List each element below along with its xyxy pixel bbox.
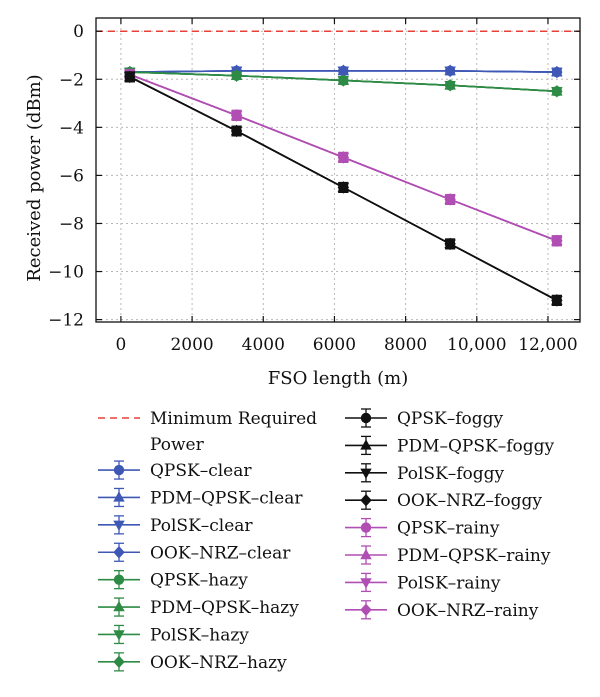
legend-item: OOK–NRZ–clear xyxy=(98,542,291,563)
legend-label: Power xyxy=(150,435,205,455)
legend-marker xyxy=(113,600,125,612)
legend-marker xyxy=(113,574,125,585)
legend-label: PolSK–clear xyxy=(150,516,253,536)
legend-marker xyxy=(360,522,372,533)
legend-item: QPSK–foggy xyxy=(345,408,504,429)
legend-item: PolSK–rainy xyxy=(345,572,501,593)
legend-marker xyxy=(360,412,372,424)
legend-label: QPSK–clear xyxy=(150,461,252,481)
data-point xyxy=(337,181,350,194)
legend-label: PDM–QPSK–clear xyxy=(150,488,303,508)
legend-marker xyxy=(113,464,125,476)
legend-item: PolSK–clear xyxy=(98,515,253,536)
legend-label: OOK–NRZ–hazy xyxy=(150,653,287,673)
grid xyxy=(96,18,580,322)
legend-label: PolSK–foggy xyxy=(397,464,505,484)
data-point xyxy=(551,294,563,307)
legend: Minimum Required Power QPSK–clear PDM–QPSK–… xyxy=(98,408,554,673)
legend-marker xyxy=(360,578,372,589)
legend-marker xyxy=(113,630,125,641)
data-point xyxy=(337,64,350,78)
legend-label: PDM–QPSK–foggy xyxy=(397,436,554,456)
legend-item: QPSK–clear xyxy=(98,460,252,481)
x-tick-label: 0 xyxy=(115,335,126,355)
legend-label: QPSK–hazy xyxy=(150,571,248,591)
x-tick-label: 8000 xyxy=(384,335,427,355)
x-tick-label: 6000 xyxy=(313,335,356,355)
legend-marker xyxy=(113,655,125,669)
data-point xyxy=(444,79,456,92)
series-15 xyxy=(124,68,563,247)
legend-label: OOK–NRZ–rainy xyxy=(397,601,539,621)
legend-label: PolSK–rainy xyxy=(397,573,501,593)
y-tick-label: −2 xyxy=(59,70,84,90)
data-point xyxy=(444,64,456,78)
legend-item: QPSK–hazy xyxy=(98,570,248,591)
data-point xyxy=(230,109,243,122)
legend-item: PDM–QPSK–hazy xyxy=(98,597,299,618)
data-point xyxy=(124,70,136,84)
legend-marker xyxy=(113,546,125,559)
legend-label: PolSK–hazy xyxy=(150,625,249,645)
legend-label: PDM–QPSK–rainy xyxy=(397,546,551,566)
x-tick-label: 10,000 xyxy=(447,335,506,355)
legend-marker xyxy=(360,603,372,616)
y-tick-label: −12 xyxy=(48,311,84,331)
data-point xyxy=(551,234,563,247)
y-tick-label: 0 xyxy=(73,22,84,42)
data-point xyxy=(551,65,563,79)
legend-item: PDM–QPSK–clear xyxy=(98,487,303,508)
plot-frame xyxy=(95,17,581,323)
legend-marker xyxy=(360,548,372,560)
y-axis-title: Received power (dBm) xyxy=(24,74,45,281)
legend-marker xyxy=(113,491,125,502)
legend-marker xyxy=(360,439,372,450)
legend-item: Minimum Required Power xyxy=(98,409,317,455)
legend-item: PolSK–foggy xyxy=(345,463,505,484)
legend-item: PolSK–hazy xyxy=(98,624,249,645)
legend-label: Minimum Required xyxy=(150,409,317,429)
x-tick-label: 4000 xyxy=(242,335,285,355)
legend-marker xyxy=(360,468,372,479)
x-tick-label: 2000 xyxy=(170,335,213,355)
x-tick-label: 12,000 xyxy=(518,335,577,355)
legend-label: PDM–QPSK–hazy xyxy=(150,598,299,618)
data-point xyxy=(230,124,243,138)
legend-item: OOK–NRZ–rainy xyxy=(345,600,539,621)
legend-item: QPSK–rainy xyxy=(345,517,500,539)
legend-label: QPSK–rainy xyxy=(397,519,500,539)
data-point xyxy=(444,237,456,251)
legend-item: OOK–NRZ–foggy xyxy=(345,490,542,511)
data-point xyxy=(444,193,456,206)
legend-marker xyxy=(113,520,125,532)
legend-item: OOK–NRZ–hazy xyxy=(98,652,287,673)
legend-label: OOK–NRZ–foggy xyxy=(397,491,542,511)
y-tick-label: −4 xyxy=(59,118,84,138)
series-7 xyxy=(124,65,563,98)
y-tick-label: −6 xyxy=(59,166,84,186)
legend-label: OOK–NRZ–clear xyxy=(150,543,291,563)
legend-item: PDM–QPSK–rainy xyxy=(345,545,551,566)
data-point xyxy=(230,69,243,82)
data-point xyxy=(551,85,563,98)
data-point xyxy=(337,151,350,164)
y-tick-label: −10 xyxy=(48,263,84,283)
data-point xyxy=(337,74,350,87)
series-11 xyxy=(124,70,563,307)
legend-item: PDM–QPSK–foggy xyxy=(345,435,554,456)
x-axis-title: FSO length (m) xyxy=(268,368,408,389)
legend-label: QPSK–foggy xyxy=(397,409,504,429)
y-tick-label: −8 xyxy=(59,214,84,234)
legend-marker xyxy=(360,494,372,507)
